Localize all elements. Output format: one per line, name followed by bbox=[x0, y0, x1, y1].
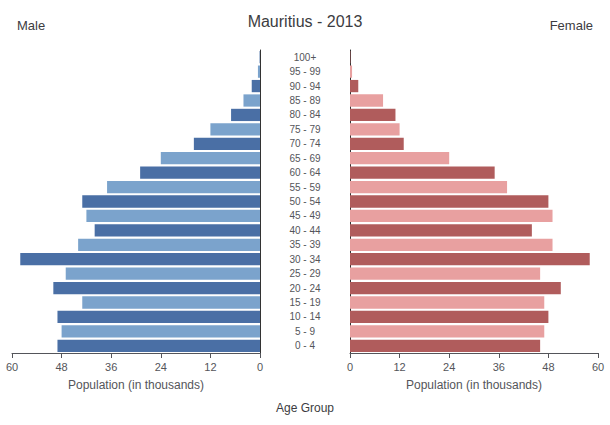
svg-text:Male: Male bbox=[17, 18, 45, 33]
svg-text:24: 24 bbox=[155, 361, 167, 373]
svg-text:24: 24 bbox=[443, 361, 455, 373]
svg-text:60 - 64: 60 - 64 bbox=[289, 167, 321, 178]
svg-text:36: 36 bbox=[105, 361, 117, 373]
svg-text:35 - 39: 35 - 39 bbox=[289, 239, 321, 250]
svg-text:10 - 14: 10 - 14 bbox=[289, 311, 321, 322]
svg-text:65 - 69: 65 - 69 bbox=[289, 153, 321, 164]
svg-text:12: 12 bbox=[393, 361, 405, 373]
svg-text:Mauritius - 2013: Mauritius - 2013 bbox=[248, 13, 363, 30]
svg-text:90 - 94: 90 - 94 bbox=[289, 81, 321, 92]
svg-text:50 - 54: 50 - 54 bbox=[289, 196, 321, 207]
svg-text:Age Group: Age Group bbox=[276, 401, 334, 415]
svg-text:45 - 49: 45 - 49 bbox=[289, 210, 321, 221]
svg-text:30 - 34: 30 - 34 bbox=[289, 254, 321, 265]
svg-text:25 - 29: 25 - 29 bbox=[289, 268, 321, 279]
svg-text:5 - 9: 5 - 9 bbox=[295, 326, 315, 337]
svg-text:Population (in thousands): Population (in thousands) bbox=[406, 378, 542, 392]
svg-text:48: 48 bbox=[542, 361, 554, 373]
svg-text:95 - 99: 95 - 99 bbox=[289, 66, 321, 77]
svg-text:Population (in thousands): Population (in thousands) bbox=[68, 378, 204, 392]
svg-text:0: 0 bbox=[347, 361, 353, 373]
svg-text:12: 12 bbox=[204, 361, 216, 373]
svg-text:55 - 59: 55 - 59 bbox=[289, 182, 321, 193]
svg-text:40 - 44: 40 - 44 bbox=[289, 225, 321, 236]
svg-text:75 - 79: 75 - 79 bbox=[289, 124, 321, 135]
svg-text:80 - 84: 80 - 84 bbox=[289, 109, 321, 120]
svg-text:0 - 4: 0 - 4 bbox=[295, 340, 315, 351]
svg-text:15 - 19: 15 - 19 bbox=[289, 297, 321, 308]
svg-text:48: 48 bbox=[55, 361, 67, 373]
svg-text:70 - 74: 70 - 74 bbox=[289, 138, 321, 149]
svg-text:36: 36 bbox=[493, 361, 505, 373]
svg-text:0: 0 bbox=[257, 361, 263, 373]
svg-text:60: 60 bbox=[592, 361, 604, 373]
svg-text:20 - 24: 20 - 24 bbox=[289, 283, 321, 294]
svg-text:85 - 89: 85 - 89 bbox=[289, 95, 321, 106]
svg-text:100+: 100+ bbox=[294, 52, 317, 63]
svg-text:Female: Female bbox=[550, 18, 593, 33]
svg-text:60: 60 bbox=[6, 361, 18, 373]
